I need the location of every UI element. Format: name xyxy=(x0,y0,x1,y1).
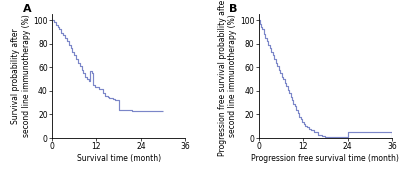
Text: A: A xyxy=(23,4,31,14)
Y-axis label: Progression free survival probability after
second line immunotherapy (%): Progression free survival probability af… xyxy=(218,0,237,156)
X-axis label: Progression free survival time (month): Progression free survival time (month) xyxy=(251,154,399,163)
X-axis label: Survival time (month): Survival time (month) xyxy=(77,154,161,163)
Text: B: B xyxy=(229,4,238,14)
Y-axis label: Survival probability after
second line immunotherapy (%): Survival probability after second line i… xyxy=(11,15,30,138)
